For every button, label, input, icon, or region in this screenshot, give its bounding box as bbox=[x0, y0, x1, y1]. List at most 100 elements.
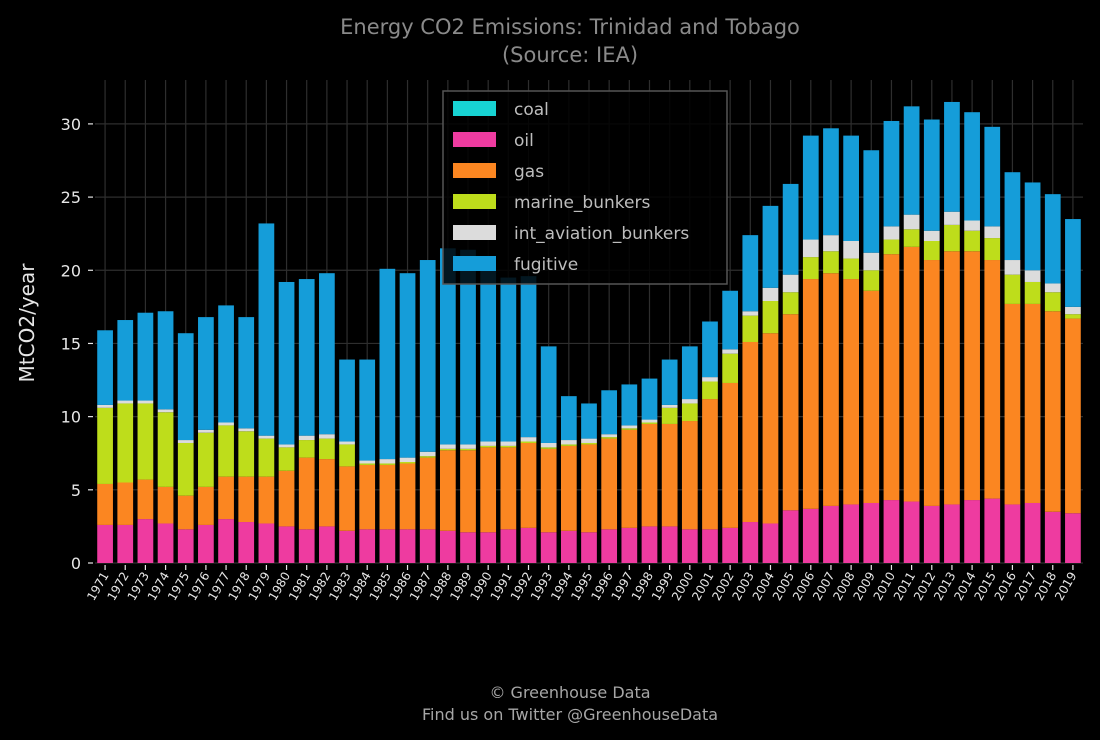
legend-box bbox=[442, 90, 728, 285]
bar-oil-2005 bbox=[782, 510, 799, 563]
legend-swatch-coal bbox=[453, 101, 496, 116]
bar-marine_bunkers-2004 bbox=[762, 301, 779, 334]
bar-gas-1996 bbox=[601, 438, 618, 530]
bars bbox=[97, 101, 1081, 563]
x-axis: 1971197219731974197519761977197819791980… bbox=[84, 565, 1080, 603]
bar-fugitive-1974 bbox=[157, 311, 174, 410]
bar-marine_bunkers-1977 bbox=[218, 425, 234, 477]
bar-oil-1997 bbox=[621, 527, 638, 563]
bar-int_aviation_bunkers-1993 bbox=[540, 442, 557, 448]
bar-gas-1987 bbox=[419, 457, 436, 530]
bar-int_aviation_bunkers-2017 bbox=[1024, 270, 1041, 282]
bar-marine_bunkers-1997 bbox=[621, 428, 638, 430]
y-axis: 0 5 10 15 20 25 30 bbox=[61, 115, 93, 573]
bar-marine_bunkers-2010 bbox=[883, 239, 900, 255]
bar-int_aviation_bunkers-2011 bbox=[903, 214, 920, 230]
bar-marine_bunkers-2018 bbox=[1044, 292, 1061, 312]
bar-gas-1992 bbox=[520, 442, 537, 528]
bar-fugitive-2018 bbox=[1044, 194, 1061, 284]
bar-gas-1999 bbox=[661, 423, 678, 527]
bar-int_aviation_bunkers-1992 bbox=[520, 437, 537, 442]
bar-gas-1995 bbox=[581, 444, 597, 533]
bar-int_aviation_bunkers-2002 bbox=[722, 349, 739, 354]
bar-oil-2000 bbox=[681, 529, 698, 563]
bar-oil-1998 bbox=[641, 526, 658, 563]
y-axis-label: MtCO2/year bbox=[15, 263, 39, 383]
bar-gas-2014 bbox=[964, 251, 980, 501]
bar-oil-2018 bbox=[1044, 511, 1061, 563]
bar-fugitive-2013 bbox=[944, 101, 960, 212]
bar-fugitive-1983 bbox=[339, 359, 355, 442]
bar-oil-1987 bbox=[419, 529, 436, 563]
bar-marine_bunkers-2014 bbox=[964, 230, 980, 252]
bar-fugitive-2015 bbox=[984, 126, 1001, 227]
bar-fugitive-1989 bbox=[460, 249, 476, 445]
bar-marine_bunkers-2019 bbox=[1065, 314, 1081, 319]
bar-gas-1994 bbox=[560, 445, 577, 531]
bar-fugitive-1993 bbox=[540, 346, 557, 443]
bar-fugitive-1996 bbox=[601, 390, 618, 435]
y-tick-label: 25 bbox=[61, 188, 81, 207]
bar-oil-1981 bbox=[298, 529, 315, 563]
bar-fugitive-2003 bbox=[742, 235, 759, 312]
chart-subtitle: (Source: IEA) bbox=[502, 43, 638, 67]
bar-fugitive-1975 bbox=[177, 333, 194, 441]
bar-oil-1982 bbox=[319, 526, 335, 563]
bar-gas-1986 bbox=[399, 463, 416, 530]
bar-fugitive-2012 bbox=[923, 119, 940, 231]
bar-int_aviation_bunkers-2001 bbox=[702, 377, 718, 382]
bar-int_aviation_bunkers-1990 bbox=[480, 441, 497, 446]
bar-int_aviation_bunkers-1971 bbox=[97, 404, 113, 408]
bar-int_aviation_bunkers-1997 bbox=[621, 425, 638, 429]
bar-oil-1989 bbox=[460, 532, 476, 563]
bar-marine_bunkers-1971 bbox=[97, 407, 113, 484]
bar-oil-2015 bbox=[984, 498, 1001, 563]
bar-int_aviation_bunkers-1988 bbox=[439, 444, 456, 449]
bar-fugitive-2019 bbox=[1065, 219, 1081, 307]
bar-marine_bunkers-2006 bbox=[802, 257, 819, 280]
bar-oil-1992 bbox=[520, 527, 537, 563]
bar-gas-1984 bbox=[359, 464, 376, 530]
bar-marine_bunkers-1978 bbox=[238, 431, 255, 477]
bar-gas-1978 bbox=[238, 476, 255, 523]
bar-oil-1995 bbox=[581, 532, 597, 563]
bar-fugitive-1973 bbox=[137, 312, 154, 401]
bar-fugitive-1978 bbox=[238, 317, 255, 429]
bar-fugitive-1985 bbox=[379, 268, 396, 460]
bar-oil-1980 bbox=[278, 526, 295, 563]
bar-int_aviation_bunkers-1991 bbox=[500, 441, 517, 446]
bar-int_aviation_bunkers-1985 bbox=[379, 459, 396, 464]
bar-fugitive-1982 bbox=[319, 273, 335, 435]
bar-fugitive-1977 bbox=[218, 305, 234, 423]
bar-gas-1975 bbox=[177, 495, 194, 530]
bar-int_aviation_bunkers-1972 bbox=[117, 400, 134, 404]
bar-oil-1984 bbox=[359, 529, 376, 563]
bar-oil-1976 bbox=[198, 524, 214, 563]
bar-int_aviation_bunkers-2008 bbox=[843, 241, 859, 259]
y-tick-label: 10 bbox=[61, 408, 81, 427]
bar-int_aviation_bunkers-2000 bbox=[681, 399, 698, 404]
bar-marine_bunkers-2000 bbox=[681, 403, 698, 422]
y-tick-label: 0 bbox=[71, 554, 81, 573]
bar-int_aviation_bunkers-2009 bbox=[863, 252, 880, 271]
bar-gas-2005 bbox=[782, 314, 799, 511]
bar-gas-1988 bbox=[439, 450, 456, 531]
legend-label-fugitive: fugitive bbox=[514, 255, 578, 275]
bar-gas-2004 bbox=[762, 333, 779, 524]
bar-oil-2013 bbox=[944, 504, 960, 563]
bar-marine_bunkers-1996 bbox=[601, 437, 618, 439]
bar-fugitive-1999 bbox=[661, 359, 678, 405]
legend-label-int_aviation_bunkers: int_aviation_bunkers bbox=[514, 224, 689, 244]
bar-marine_bunkers-2005 bbox=[782, 292, 799, 315]
bar-marine_bunkers-2017 bbox=[1024, 281, 1041, 304]
bar-oil-1993 bbox=[540, 532, 557, 563]
bar-marine_bunkers-2009 bbox=[863, 270, 880, 291]
bar-gas-2018 bbox=[1044, 311, 1061, 512]
bar-gas-1993 bbox=[540, 448, 557, 533]
bar-marine_bunkers-2002 bbox=[722, 353, 739, 383]
bar-oil-2010 bbox=[883, 500, 900, 563]
bar-marine_bunkers-1979 bbox=[258, 438, 275, 477]
bar-fugitive-1991 bbox=[500, 277, 517, 442]
x-tick-label: 2019 bbox=[1052, 570, 1079, 603]
bar-gas-2011 bbox=[903, 246, 920, 502]
